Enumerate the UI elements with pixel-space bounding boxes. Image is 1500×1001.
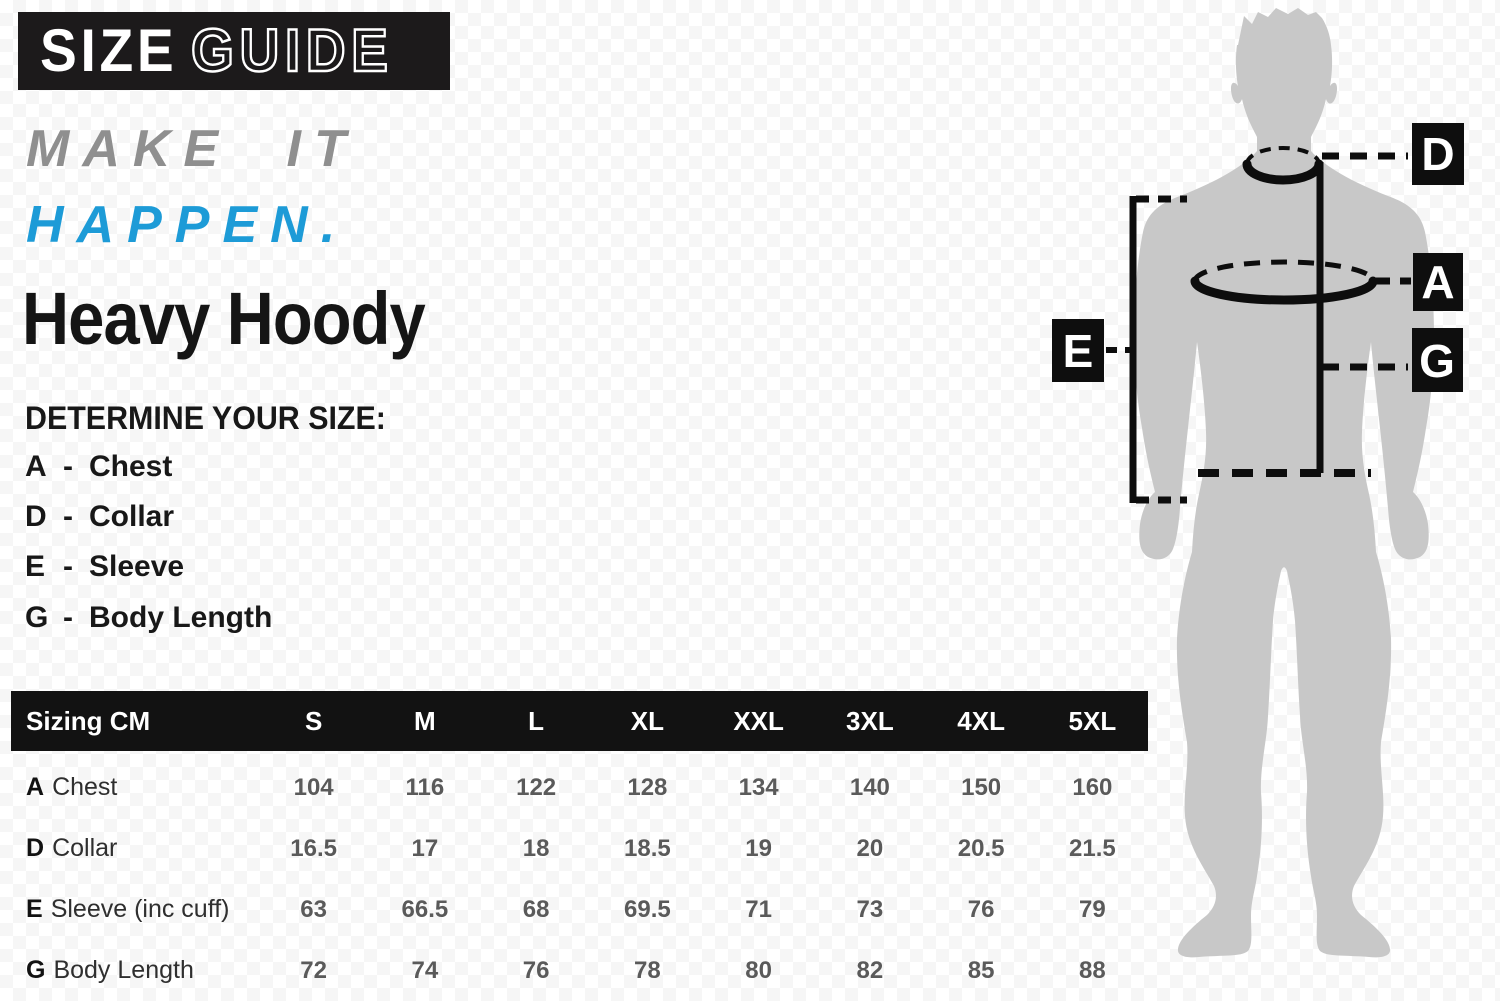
cell-value: 150	[961, 773, 1002, 801]
body-silhouette	[1134, 8, 1434, 958]
cell-value: 72	[300, 956, 327, 984]
cell-value: 18	[522, 834, 550, 862]
header-cell-l: L	[528, 705, 545, 736]
legend-key: D	[25, 500, 47, 533]
legend-separator: -	[63, 500, 73, 533]
legend-key: G	[25, 601, 49, 634]
row-label: Collar	[52, 834, 118, 862]
body-length-measure-line	[1198, 162, 1408, 477]
header-cell-xxl: XXL	[733, 705, 784, 736]
row-header: A Chest	[11, 773, 258, 802]
legend-key: E	[25, 550, 46, 583]
marker-letter-a: A	[1421, 256, 1454, 308]
marker-body-length: G	[1412, 328, 1463, 392]
header-cell-3xl: 3XL	[846, 705, 894, 736]
cell-value: 80	[745, 956, 772, 984]
legend-item-body-length: G - Body Length	[25, 601, 272, 635]
cell-value: 68	[522, 895, 550, 923]
cell-value: 19	[745, 834, 772, 862]
row-header: D Collar	[11, 834, 258, 863]
cell-value: 73	[856, 895, 884, 923]
legend-label: Chest	[89, 450, 173, 483]
cell-value: 76	[522, 956, 550, 984]
row-label: Sleeve (inc cuff)	[50, 895, 230, 923]
row-key: D	[26, 834, 45, 862]
size-table-body: A Chest 104 116 122 128 134 140 150 160 D…	[11, 751, 1148, 1001]
legend-separator: -	[63, 601, 73, 634]
tagline-make-it: MAKE IT	[26, 120, 359, 178]
cell-value: 63	[300, 895, 327, 923]
header-cell-4xl: 4XL	[957, 705, 1005, 736]
cell-value: 85	[967, 956, 995, 984]
marker-collar: D	[1412, 123, 1464, 185]
marker-letter-e: E	[1063, 325, 1094, 377]
legend-key: A	[25, 450, 47, 483]
size-guide-logo: SIZE GUIDE	[18, 12, 450, 90]
row-key: A	[26, 773, 45, 801]
chest-measure-ellipse	[1190, 259, 1411, 305]
cell-value: 104	[293, 773, 334, 801]
legend-label: Body Length	[89, 601, 273, 634]
row-header: G Body Length	[11, 956, 258, 985]
size-table-header: Sizing CM S M L XL XXL 3XL 4XL 5XL	[11, 691, 1148, 751]
legend-heading: DETERMINE YOUR SIZE:	[25, 400, 386, 436]
header-cell-5xl: 5XL	[1068, 705, 1117, 736]
cell-value: 82	[856, 956, 884, 984]
cell-value: 74	[411, 956, 439, 984]
cell-value: 79	[1079, 895, 1106, 923]
cell-value: 128	[627, 773, 668, 801]
cell-value: 160	[1072, 773, 1113, 801]
marker-letter-g: G	[1419, 335, 1455, 387]
size-table: Sizing CM S M L XL XXL 3XL 4XL 5XL A Ches…	[11, 691, 1148, 1001]
cell-value: 71	[745, 895, 772, 923]
marker-chest: A	[1413, 253, 1463, 311]
header-cell-xl: XL	[630, 705, 664, 736]
measurement-diagram: D A G E	[1052, 8, 1464, 958]
logo-text-size: SIZE	[40, 17, 178, 84]
table-row-body-length: G Body Length 72 74 76 78 80 82 85 88	[11, 940, 1148, 1001]
cell-value: 69.5	[624, 895, 671, 923]
cell-value: 20	[856, 834, 884, 862]
legend-label: Collar	[89, 500, 175, 533]
cell-value: 76	[967, 895, 995, 923]
header-cell-sizing-cm: Sizing CM	[26, 705, 151, 736]
cell-value: 116	[405, 773, 445, 801]
cell-value: 134	[738, 773, 779, 801]
table-row-chest: A Chest 104 116 122 128 134 140 150 160	[11, 757, 1148, 818]
cell-value: 20.5	[957, 834, 1005, 862]
legend-label: Sleeve	[89, 550, 185, 583]
legend-item-chest: A - Chest	[25, 450, 172, 484]
cell-value: 122	[516, 773, 557, 801]
table-row-sleeve: E Sleeve (inc cuff) 63 66.5 68 69.5 71 73…	[11, 879, 1148, 940]
cell-value: 21.5	[1069, 834, 1116, 862]
row-label: Chest	[52, 773, 118, 801]
cell-value: 78	[634, 956, 661, 984]
cell-value: 18.5	[624, 834, 671, 862]
tagline-happen: HAPPEN.	[26, 196, 349, 254]
cell-value: 16.5	[290, 834, 337, 862]
logo-text-guide: GUIDE	[190, 17, 394, 84]
product-title: Heavy Hoody	[22, 277, 426, 360]
row-key: E	[26, 895, 43, 923]
marker-sleeve: E	[1052, 319, 1104, 382]
marker-letter-d: D	[1421, 128, 1454, 180]
cell-value: 66.5	[401, 895, 449, 923]
legend-separator: -	[63, 450, 73, 483]
row-key: G	[26, 956, 46, 984]
legend-item-collar: D - Collar	[25, 500, 174, 534]
cell-value: 17	[411, 834, 439, 862]
cell-value: 88	[1079, 956, 1106, 984]
row-label: Body Length	[53, 956, 194, 984]
legend-separator: -	[63, 550, 73, 583]
row-header: E Sleeve (inc cuff)	[11, 895, 258, 924]
legend-item-sleeve: E - Sleeve	[25, 550, 184, 584]
sleeve-measure-bracket	[1106, 195, 1187, 504]
collar-measure-ellipse	[1242, 146, 1408, 185]
header-cell-s: S	[304, 705, 323, 736]
table-row-collar: D Collar 16.5 17 18 18.5 19 20 20.5 21.5	[11, 818, 1148, 879]
cell-value: 140	[849, 773, 890, 801]
header-cell-m: M	[414, 705, 436, 736]
